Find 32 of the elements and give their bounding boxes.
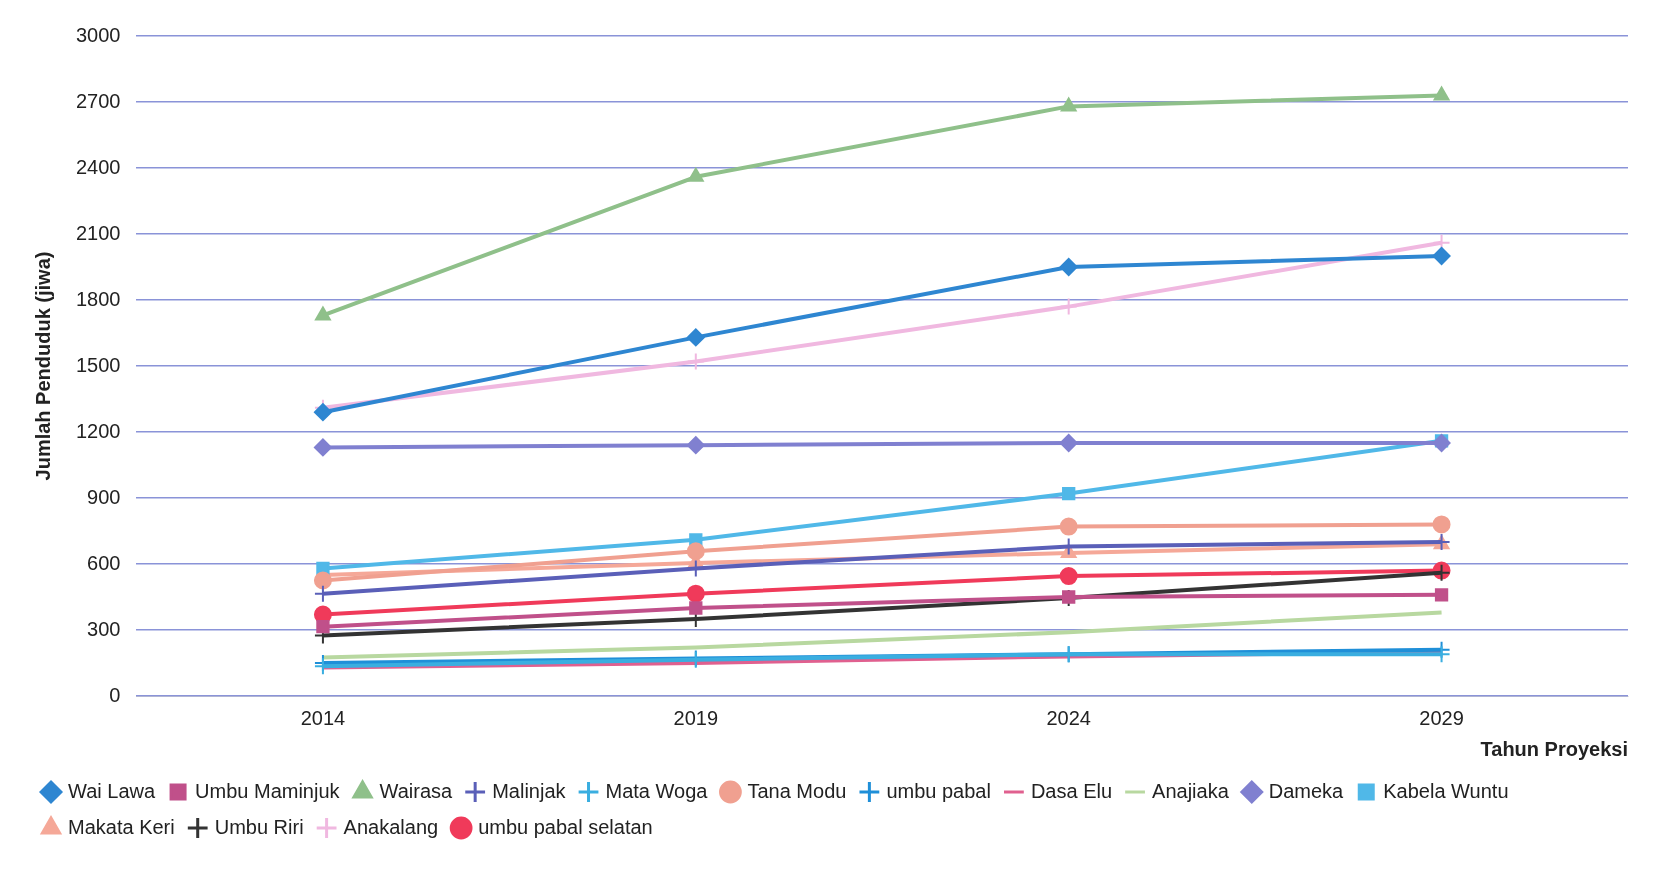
- y-tick-label: 2100: [75, 221, 121, 244]
- legend-label: Umbu Maminjuk: [195, 779, 341, 802]
- x-tick-label: 2024: [1046, 706, 1091, 729]
- legend-label: Dasa Elu: [1030, 779, 1113, 802]
- y-tick-label: 2400: [75, 155, 121, 178]
- y-axis-title: Jumlah Penduduk (jiwa): [31, 251, 54, 481]
- legend-label: Anajiaka: [1152, 779, 1230, 802]
- x-axis-title: Tahun Proyeksi: [1480, 737, 1628, 760]
- legend-label: Wai Lawa: [68, 779, 156, 802]
- legend-label: Umbu Riri: [214, 815, 304, 838]
- legend-label: umbu pabal: [886, 779, 991, 802]
- legend-label: Anakalang: [343, 815, 439, 838]
- legend-label: Wairasa: [379, 779, 454, 802]
- y-tick-label: 900: [87, 485, 121, 508]
- y-tick-label: 600: [87, 551, 121, 574]
- legend-label: Dameka: [1268, 779, 1345, 802]
- legend-label: Makata Keri: [68, 815, 175, 838]
- y-tick-label: 0: [109, 683, 121, 706]
- y-tick-label: 2700: [75, 89, 121, 112]
- legend-label: Mata Woga: [605, 779, 709, 802]
- y-tick-label: 1800: [75, 287, 121, 310]
- legend-label: Malinjak: [492, 779, 567, 802]
- y-tick-label: 1200: [75, 419, 121, 442]
- legend-label: umbu pabal selatan: [478, 815, 653, 838]
- legend-label: Kabela Wuntu: [1383, 779, 1509, 802]
- x-tick-label: 2019: [673, 706, 719, 729]
- y-tick-label: 3000: [75, 23, 121, 46]
- x-tick-label: 2029: [1419, 706, 1464, 729]
- x-tick-label: 2014: [300, 706, 346, 729]
- y-tick-label: 1500: [75, 353, 121, 376]
- legend-label: Tana Modu: [747, 779, 847, 802]
- y-tick-label: 300: [87, 617, 121, 640]
